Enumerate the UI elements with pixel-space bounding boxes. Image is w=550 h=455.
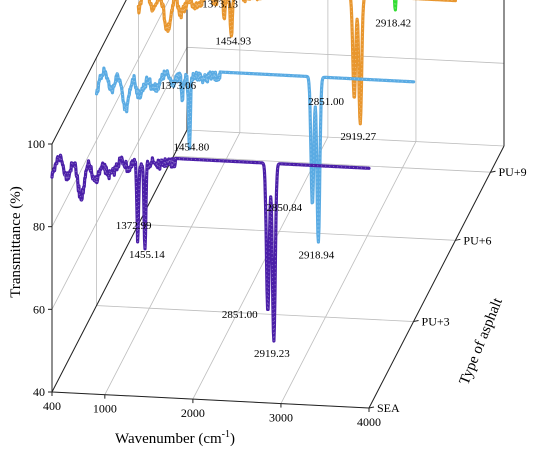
z-tick-mark [455,238,461,241]
z-axis-label: Type of asphalt [457,295,507,387]
peak-label: 1373.06 [160,80,196,92]
peak-label: 1372.99 [116,220,152,232]
x-tick-label: 4000 [357,415,381,429]
annotations: 1373.061454.932850.482918.421373.131454.… [116,0,411,360]
gridline-floor-x [104,132,241,395]
y-axis-label: Transmittance (%) [8,186,24,298]
axis-line [368,145,505,409]
gridline-floor-x [280,141,417,404]
z-tick-label: PU+9 [499,165,527,179]
series-line [95,66,416,244]
series-line-dots [51,155,370,342]
peak-label: 2918.42 [375,17,411,29]
ticks: 400 1000 2000 3000 4000 40 60 80 100 SEA PU+3 PU+6 P… [27,137,527,429]
z-tick-mark [490,170,496,173]
z-tick-label: PU+6 [463,233,491,247]
peak-label: 1455.14 [129,249,165,261]
axis-line [51,129,188,393]
z-tick-label: SEA [377,401,400,415]
axis-line [51,0,127,145]
peak-label: 2850.84 [266,202,302,214]
y-tick-label: 40 [33,385,45,399]
peak-label: 2919.27 [340,131,376,143]
series-sea [50,153,371,343]
x-tick-label: 1000 [93,402,117,416]
z-tick-mark [368,406,375,409]
gridline-back-y [186,46,505,64]
peak-label: 2851.00 [222,309,258,321]
y-tick-label: 80 [33,220,45,234]
gridline-floor-z [96,305,414,322]
peak-label: 2851.00 [308,96,344,108]
peak-label: 1454.80 [174,142,210,154]
gridline-floor-z [138,223,456,241]
peak-label: 2918.94 [298,249,334,261]
series-line [50,153,371,343]
z-tick-mark [413,320,419,323]
gridline-floor-x [192,136,329,400]
y-tick-label: 100 [27,137,45,151]
z-tick-label: PU+3 [422,315,450,329]
peak-label: 2919.23 [254,348,290,360]
peak-label: 1373.13 [202,0,238,11]
x-tick-label: 400 [43,399,61,413]
series-puplus3 [95,66,416,244]
y-tick-label: 60 [33,302,45,316]
x-tick-label: 2000 [181,406,205,420]
gridline-side-y [51,0,170,227]
series-group [50,0,457,343]
peak-label: 1454.93 [215,36,251,48]
x-tick-label: 3000 [269,411,293,425]
x-axis-label: Wavenumber (cm-1) [115,429,235,447]
gridline-side-y [51,47,188,310]
gridline-floor-z [173,155,491,173]
